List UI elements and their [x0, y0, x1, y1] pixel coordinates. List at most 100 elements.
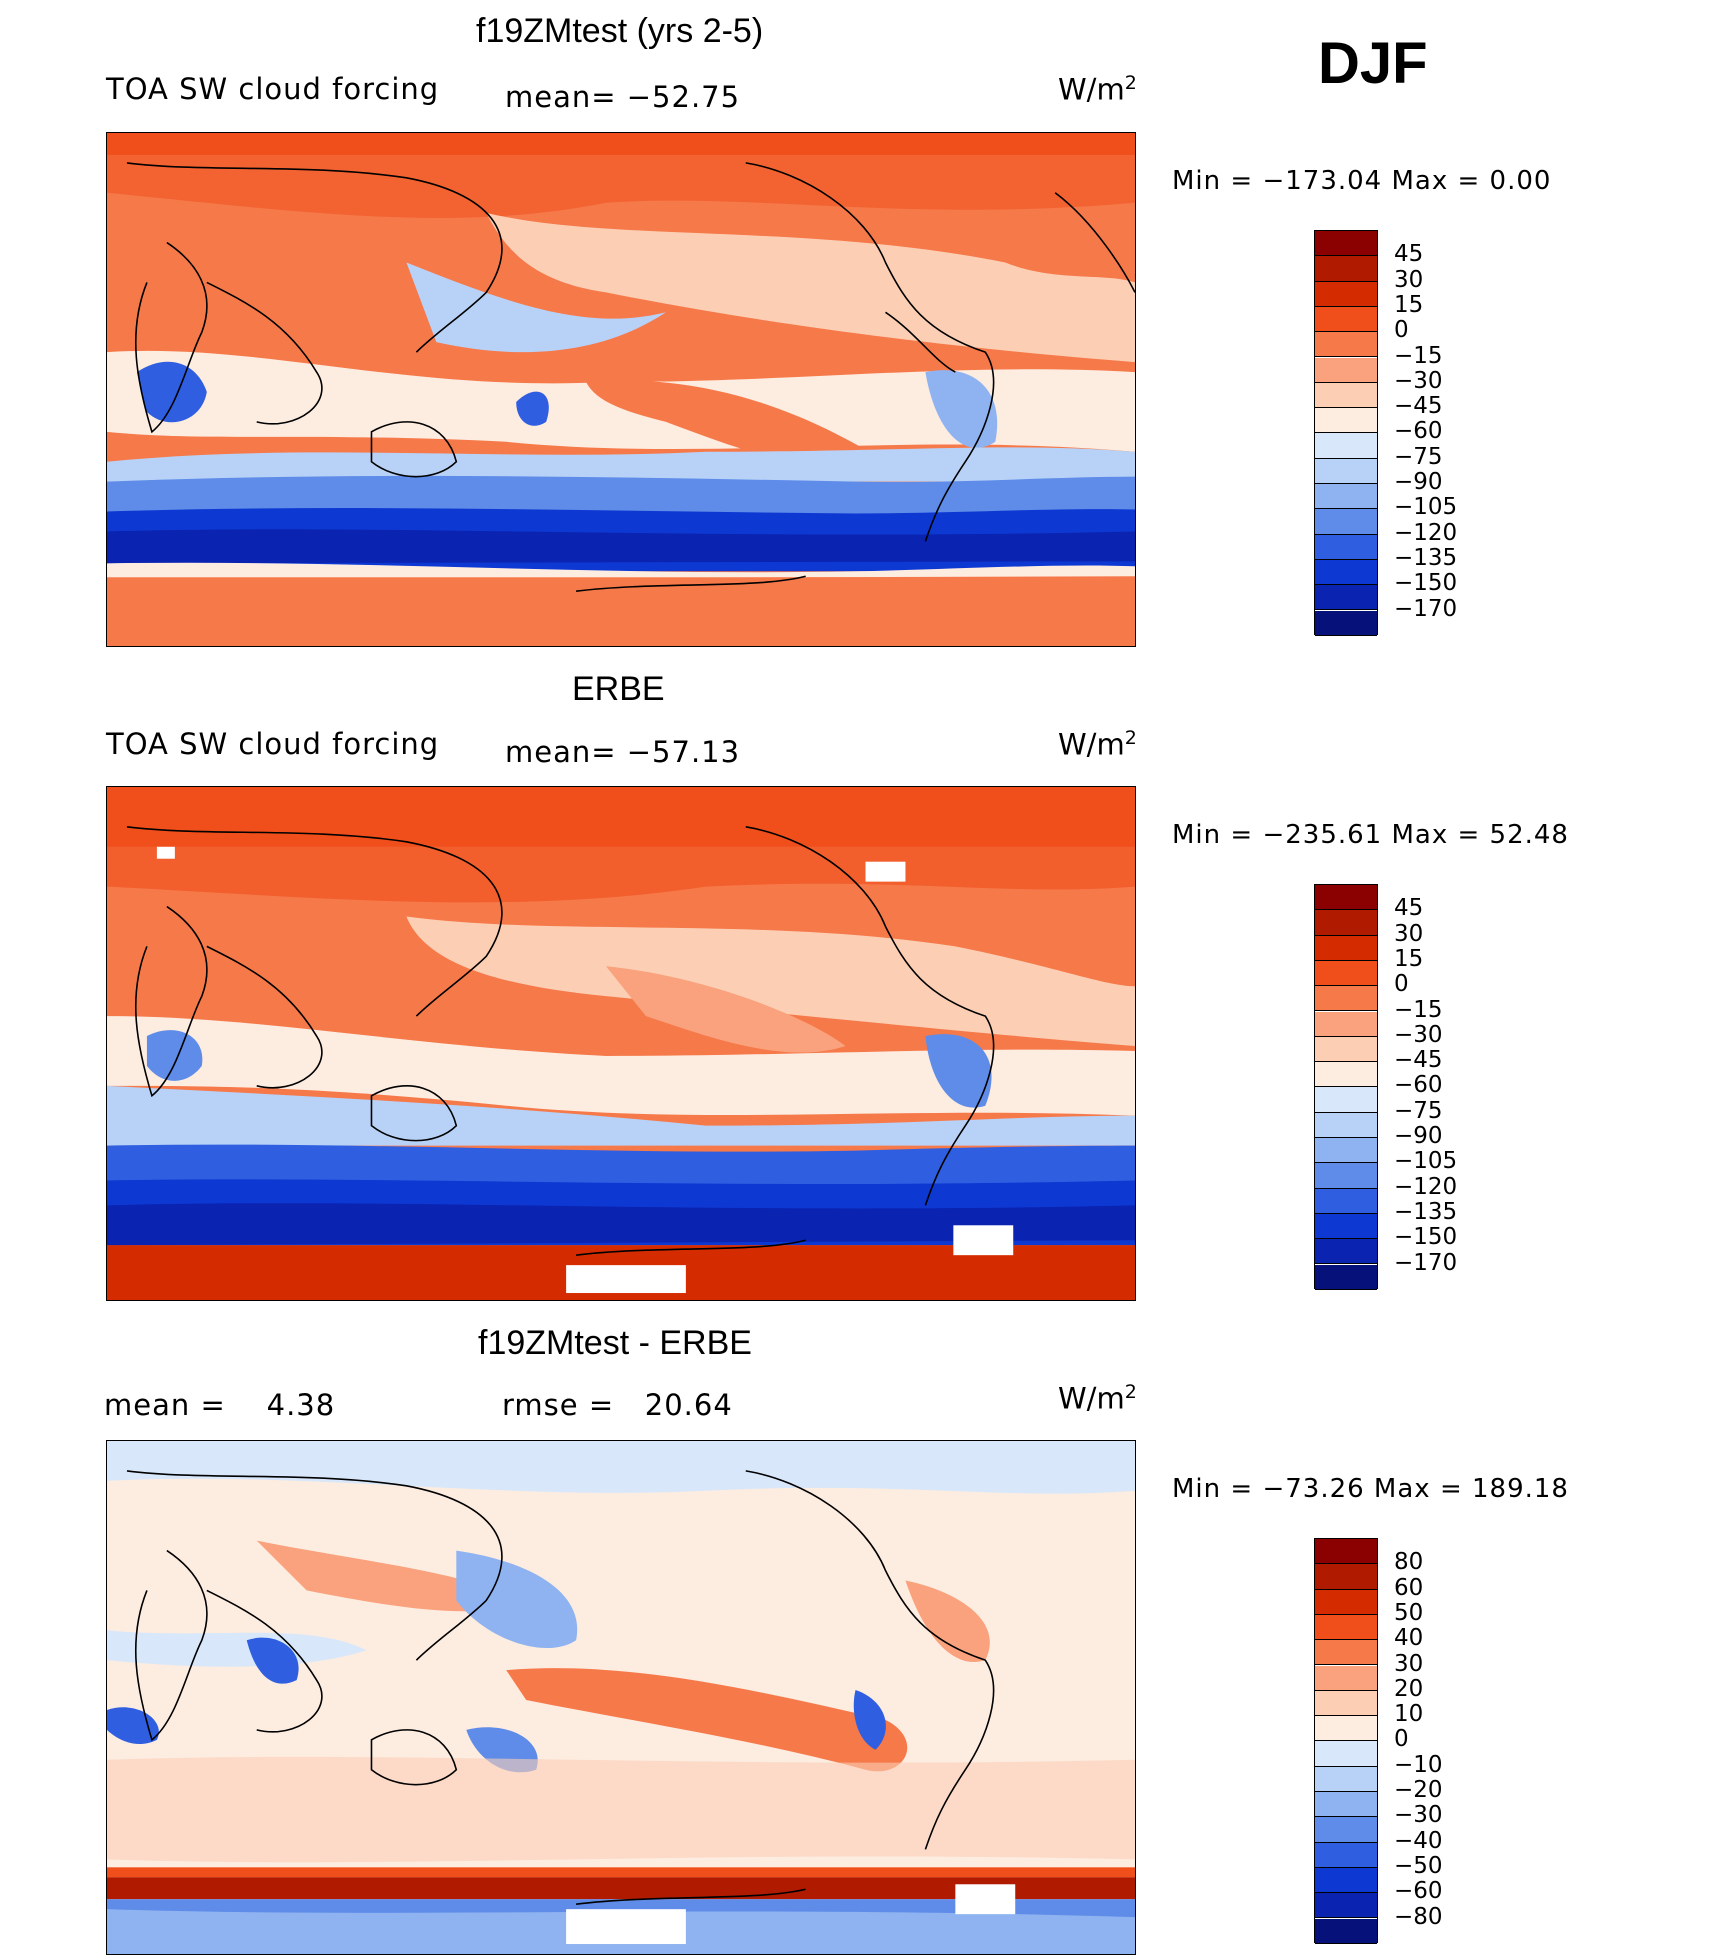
colorbar-swatch [1315, 1792, 1377, 1818]
colorbar-level-label: 15 [1394, 291, 1424, 318]
colorbar-level-label: 10 [1394, 1701, 1424, 1728]
colorbar-swatch [1315, 534, 1377, 560]
colorbar-swatch [1315, 986, 1377, 1012]
colorbar-level-label: −135 [1394, 1198, 1458, 1225]
colorbar-swatch [1315, 509, 1377, 535]
colorbar-level-label: −150 [1394, 1224, 1458, 1251]
colorbar-swatch [1315, 1842, 1377, 1868]
colorbar-swatch [1315, 1564, 1377, 1590]
colorbar-swatch [1315, 408, 1377, 434]
panel1-field-label: TOA SW cloud forcing [106, 72, 440, 106]
panel2-map [106, 786, 1136, 1301]
colorbar-swatch [1315, 1716, 1377, 1742]
colorbar-swatch [1315, 885, 1377, 911]
colorbar-swatch [1315, 357, 1377, 383]
colorbar-swatch [1315, 1817, 1377, 1843]
colorbar-swatch [1315, 1539, 1377, 1565]
colorbar-swatch [1315, 433, 1377, 459]
colorbar-level-label: 45 [1394, 241, 1424, 268]
colorbar-swatch [1315, 281, 1377, 307]
colorbar-swatch [1315, 1036, 1377, 1063]
colorbar-swatch [1315, 1213, 1377, 1240]
colorbar-level-label: −40 [1394, 1827, 1443, 1854]
colorbar-level-label: −170 [1394, 595, 1458, 622]
colorbar-swatch [1315, 935, 1377, 961]
panel1-title: f19ZMtest (yrs 2-5) [476, 12, 764, 50]
colorbar-level-label: 45 [1394, 895, 1424, 922]
panel3-units: W/m2 [1058, 1381, 1137, 1416]
colorbar-level-label: 15 [1394, 945, 1424, 972]
colorbar-level-label: −45 [1394, 393, 1443, 420]
colorbar-level-label: 80 [1394, 1549, 1424, 1576]
season-label: DJF [1318, 31, 1428, 96]
panel3-map [106, 1440, 1136, 1955]
colorbar-level-label: −80 [1394, 1903, 1443, 1930]
colorbar-level-label: 20 [1394, 1675, 1424, 1702]
colorbar-swatch [1315, 1087, 1377, 1113]
colorbar-level-label: −75 [1394, 1097, 1443, 1124]
colorbar-swatch [1315, 231, 1377, 257]
colorbar-level-label: −120 [1394, 1173, 1458, 1200]
colorbar-swatch [1315, 1188, 1377, 1214]
colorbar-swatches [1314, 1538, 1378, 1944]
colorbar-level-label: −15 [1394, 996, 1443, 1023]
colorbar-swatch [1315, 306, 1377, 333]
colorbar-level-label: −105 [1394, 1148, 1458, 1175]
panel1-mean: mean= −52.75 [505, 80, 741, 114]
colorbar-swatch [1315, 1062, 1377, 1088]
colorbar-swatch [1315, 910, 1377, 936]
colorbar-level-label: −90 [1394, 469, 1443, 495]
colorbar-level-label: −30 [1394, 1021, 1443, 1048]
colorbar-level-label: −45 [1394, 1047, 1443, 1074]
panel3-rmse: rmse = 20.64 [502, 1388, 733, 1422]
colorbar-level-label: 30 [1394, 920, 1424, 947]
colorbar-level-label: 0 [1394, 971, 1409, 998]
colorbar-swatch [1315, 1867, 1377, 1894]
colorbar-swatch [1315, 1112, 1377, 1138]
colorbar-level-label: −10 [1394, 1751, 1443, 1778]
colorbar-swatches [1314, 230, 1378, 636]
colorbar-swatch [1315, 1614, 1377, 1641]
panel3-minmax: Min = −73.26 Max = 189.18 [1172, 1474, 1569, 1504]
panel2-field-label: TOA SW cloud forcing [106, 727, 440, 761]
colorbar-level-label: −20 [1394, 1777, 1443, 1803]
colorbar-swatch [1315, 484, 1377, 510]
panel3-title: f19ZMtest - ERBE [478, 1324, 752, 1362]
panel1-map [106, 132, 1136, 647]
colorbar-level-label: −90 [1394, 1123, 1443, 1149]
colorbar-swatch [1315, 458, 1377, 484]
colorbar-level-label: −50 [1394, 1852, 1443, 1879]
colorbar-swatch [1315, 559, 1377, 586]
panel3-mean: mean = 4.38 [104, 1388, 336, 1422]
colorbar-swatch [1315, 332, 1377, 358]
colorbar-level-label: −30 [1394, 367, 1443, 394]
colorbar-level-label: 0 [1394, 1726, 1409, 1753]
colorbar-level-label: −120 [1394, 519, 1458, 546]
colorbar-swatch [1315, 1239, 1377, 1265]
colorbar-level-label: 40 [1394, 1625, 1424, 1652]
colorbar-level-label: −30 [1394, 1802, 1443, 1829]
colorbar-swatch [1315, 1665, 1377, 1691]
colorbar-swatch [1315, 1741, 1377, 1767]
colorbar-swatch [1315, 1893, 1377, 1919]
colorbar-swatch [1315, 960, 1377, 987]
colorbar-level-label: −170 [1394, 1249, 1458, 1276]
colorbar-swatch [1315, 1918, 1377, 1944]
colorbar-level-label: −150 [1394, 570, 1458, 597]
colorbar-level-label: 60 [1394, 1574, 1424, 1601]
colorbar-swatch [1315, 1163, 1377, 1189]
colorbar-swatch [1315, 1690, 1377, 1717]
colorbar-level-label: −60 [1394, 1072, 1443, 1099]
colorbar-swatch [1315, 610, 1377, 636]
panel2-units: W/m2 [1058, 727, 1137, 762]
colorbar-level-label: −75 [1394, 443, 1443, 470]
colorbar-swatch [1315, 1640, 1377, 1666]
colorbar-swatch [1315, 585, 1377, 611]
panel2-minmax: Min = −235.61 Max = 52.48 [1172, 820, 1569, 850]
colorbar-level-label: 30 [1394, 266, 1424, 293]
colorbar-level-label: 30 [1394, 1650, 1424, 1677]
colorbar-level-label: 50 [1394, 1599, 1424, 1626]
colorbar-level-label: −135 [1394, 544, 1458, 571]
panel1-units: W/m2 [1058, 72, 1137, 107]
colorbar-swatch [1315, 1589, 1377, 1615]
